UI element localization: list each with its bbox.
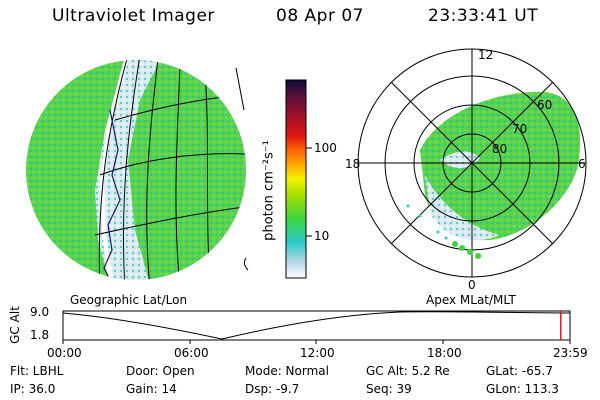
polar-caption: Apex MLat/MLT bbox=[426, 293, 516, 307]
gain-info: Gain: 14 bbox=[126, 382, 177, 396]
dsp-info: Dsp: -9.7 bbox=[245, 382, 300, 396]
app-title: Ultraviolet Imager bbox=[52, 6, 215, 26]
colorbar bbox=[285, 79, 312, 279]
mode-info: Mode: Normal bbox=[245, 364, 329, 378]
alt-xtick-2: 12:00 bbox=[300, 346, 335, 360]
glat-info: GLat: -65.7 bbox=[486, 364, 553, 378]
colorbar-tick-100: 100 bbox=[314, 141, 337, 155]
lat-label-80: 80 bbox=[492, 142, 508, 156]
colorbar-tick-10: 10 bbox=[314, 229, 330, 243]
glon-info: GLon: 113.3 bbox=[486, 382, 559, 396]
colorbar-unit-label: photon cm⁻²s⁻¹ bbox=[261, 140, 277, 241]
geo-image bbox=[26, 60, 249, 280]
time-label: 23:33:41 UT bbox=[428, 6, 539, 26]
alt-xtick-3: 18:00 bbox=[427, 346, 462, 360]
alt-ybottom: 1.8 bbox=[30, 328, 50, 342]
mlt-label-12: 12 bbox=[478, 48, 494, 62]
mlt-label-6: 6 bbox=[578, 157, 586, 171]
ip-info: IP: 36.0 bbox=[10, 382, 56, 396]
alt-xtick-0: 00:00 bbox=[47, 346, 82, 360]
altitude-plot bbox=[62, 310, 571, 344]
door-info: Door: Open bbox=[126, 364, 195, 378]
alt-xtick-1: 06:00 bbox=[174, 346, 209, 360]
gc-alt-info: GC Alt: 5.2 Re bbox=[366, 364, 450, 378]
alt-ytop: 9.0 bbox=[30, 305, 50, 319]
geo-caption: Geographic Lat/Lon bbox=[70, 293, 188, 307]
date-label: 08 Apr 07 bbox=[276, 6, 364, 26]
filter-info: Flt: LBHL bbox=[10, 364, 64, 378]
seq-info: Seq: 39 bbox=[366, 382, 412, 396]
mlt-label-0: 0 bbox=[468, 278, 476, 292]
lat-label-60: 60 bbox=[537, 98, 553, 112]
gc-alt-ylabel: GC Alt bbox=[7, 306, 22, 344]
polar-plot bbox=[357, 48, 587, 278]
mlt-label-18: 18 bbox=[345, 157, 361, 171]
alt-xtick-4: 23:59 bbox=[553, 346, 588, 360]
lat-label-70: 70 bbox=[512, 122, 528, 136]
